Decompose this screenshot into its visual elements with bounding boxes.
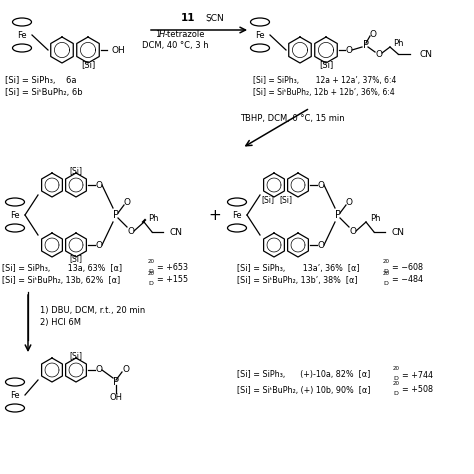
Text: [Si]: [Si] [70, 166, 82, 175]
Text: = +653: = +653 [157, 264, 188, 273]
Text: P: P [335, 210, 341, 220]
Text: [Si] = SiᵗBuPh₂, (+) 10b, 90%  [α]: [Si] = SiᵗBuPh₂, (+) 10b, 90% [α] [237, 385, 371, 394]
Text: P: P [113, 377, 119, 387]
Text: Fe: Fe [10, 391, 20, 400]
Text: CN: CN [392, 228, 405, 237]
Text: [Si] = SiᵗBuPh₂, 6b: [Si] = SiᵗBuPh₂, 6b [5, 88, 82, 97]
Text: [Si]: [Si] [70, 255, 82, 264]
Text: O: O [375, 49, 383, 58]
Text: O: O [124, 198, 130, 207]
Text: CN: CN [420, 49, 433, 58]
Text: [Si]: [Si] [262, 195, 274, 204]
Text: = +744: = +744 [402, 371, 433, 380]
Text: P: P [363, 40, 369, 50]
Text: 2) HCl 6M: 2) HCl 6M [40, 319, 81, 328]
Text: +: + [209, 208, 221, 222]
Text: O: O [122, 365, 129, 374]
Text: [Si] = SiPh₃,       13a’, 36%  [α]: [Si] = SiPh₃, 13a’, 36% [α] [237, 264, 360, 273]
Text: O: O [95, 240, 102, 249]
Text: D: D [148, 281, 153, 286]
Text: [Si]: [Si] [81, 61, 95, 70]
Text: = +155: = +155 [157, 275, 188, 284]
Text: 20: 20 [148, 271, 155, 276]
Text: O: O [349, 227, 356, 236]
Text: Ph: Ph [393, 38, 403, 47]
Text: O: O [95, 181, 102, 190]
Text: [Si] = SiᵗBuPh₂, 13b, 62%  [α]: [Si] = SiᵗBuPh₂, 13b, 62% [α] [2, 275, 120, 284]
Text: [Si] = SiᵗBuPh₂, 13b’, 38%  [α]: [Si] = SiᵗBuPh₂, 13b’, 38% [α] [237, 275, 357, 284]
Text: D: D [148, 269, 153, 274]
Text: ṢCN: ṢCN [205, 13, 224, 22]
Text: [Si]: [Si] [280, 195, 292, 204]
Text: O: O [346, 198, 353, 207]
Text: D: D [393, 391, 398, 396]
Text: OH: OH [109, 393, 122, 402]
Text: [Si]: [Si] [70, 352, 82, 361]
Text: O: O [318, 240, 325, 249]
Text: Ph: Ph [148, 213, 158, 222]
Text: D: D [393, 376, 398, 381]
Text: = −484: = −484 [392, 275, 423, 284]
Text: Fe: Fe [232, 210, 242, 219]
Text: D: D [383, 281, 388, 286]
Text: Fe: Fe [17, 30, 27, 39]
Text: [Si] = SiPh₃,    6a: [Si] = SiPh₃, 6a [5, 75, 76, 84]
Text: [Si] = SiPh₃,      (+)-10a, 82%  [α]: [Si] = SiPh₃, (+)-10a, 82% [α] [237, 371, 370, 380]
Text: [Si] = SiPh₃,       13a, 63%  [α]: [Si] = SiPh₃, 13a, 63% [α] [2, 264, 122, 273]
Text: OH: OH [112, 46, 126, 55]
Text: Fe: Fe [10, 210, 20, 219]
Text: [Si]: [Si] [319, 61, 333, 70]
Text: TBHP, DCM, 0 °C, 15 min: TBHP, DCM, 0 °C, 15 min [240, 113, 344, 122]
Text: O: O [346, 46, 353, 55]
Text: H: H [159, 29, 165, 38]
Text: D: D [383, 269, 388, 274]
Text: 20: 20 [383, 271, 390, 276]
Text: 1: 1 [155, 29, 160, 38]
Text: DCM, 40 °C, 3 h: DCM, 40 °C, 3 h [142, 40, 208, 49]
Text: -tetrazole: -tetrazole [165, 29, 206, 38]
Text: O: O [370, 29, 376, 38]
Text: O: O [95, 365, 102, 374]
Text: [Si] = SiPh₃,       12a + 12a’, 37%, 6:4: [Si] = SiPh₃, 12a + 12a’, 37%, 6:4 [253, 75, 396, 84]
Text: 11: 11 [181, 13, 195, 23]
Text: 20: 20 [383, 259, 390, 264]
Text: 20: 20 [393, 381, 400, 386]
Text: 20: 20 [393, 366, 400, 371]
Text: 20: 20 [148, 259, 155, 264]
Text: CN: CN [170, 228, 183, 237]
Text: 1) DBU, DCM, r.t., 20 min: 1) DBU, DCM, r.t., 20 min [40, 306, 145, 315]
Text: [Si] = SiᵗBuPh₂, 12b + 12b’, 36%, 6:4: [Si] = SiᵗBuPh₂, 12b + 12b’, 36%, 6:4 [253, 88, 395, 97]
Text: = +508: = +508 [402, 385, 433, 394]
Text: P: P [113, 210, 119, 220]
Text: O: O [128, 227, 135, 236]
Text: Fe: Fe [255, 30, 265, 39]
Text: Ph: Ph [370, 213, 381, 222]
Text: = −608: = −608 [392, 264, 423, 273]
Text: O: O [318, 181, 325, 190]
